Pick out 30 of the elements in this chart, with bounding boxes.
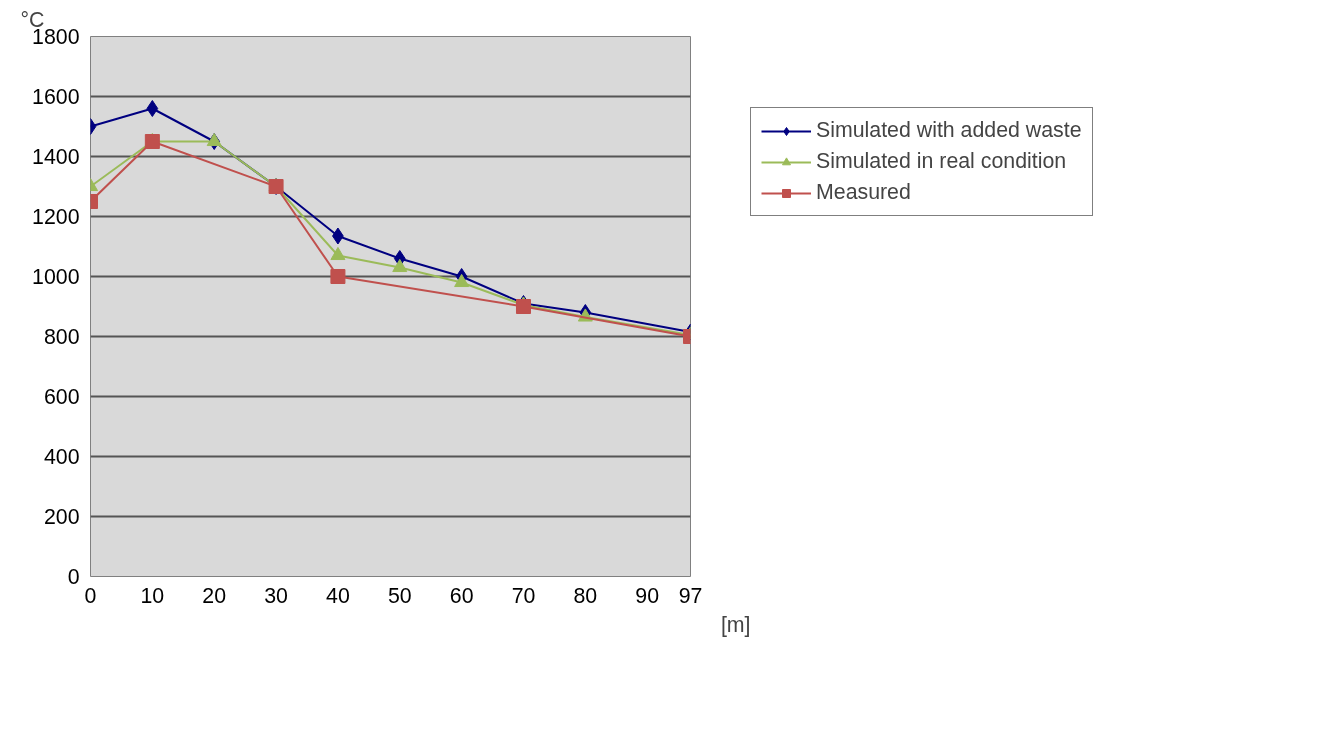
legend-label: Simulated in real condition	[816, 149, 1067, 174]
x-tick-label: 10	[140, 583, 165, 608]
point	[146, 100, 159, 117]
point	[330, 269, 346, 284]
point	[515, 299, 531, 314]
y-tick-label: 1000	[32, 265, 80, 289]
x-tick-label: 97	[678, 583, 703, 608]
y-tick-label: 200	[43, 505, 80, 529]
x-tick-label: 90	[635, 583, 660, 608]
x-tick-label: 20	[202, 583, 227, 608]
x-tick-label: 60	[449, 583, 474, 608]
point	[392, 258, 408, 273]
y-tick-label: 600	[43, 385, 80, 409]
y-tick-label: 400	[43, 445, 80, 469]
x-tick-label: 0	[84, 583, 97, 608]
x-tick-label: 70	[511, 583, 536, 608]
y-tick-label: 1400	[32, 145, 80, 169]
legend-label: Measured	[816, 180, 911, 205]
x-axis-title: [m]	[720, 612, 751, 637]
point	[454, 273, 470, 288]
y-tick-label: 1200	[32, 205, 80, 229]
point	[330, 246, 346, 261]
x-tick-label: 50	[387, 583, 412, 608]
x-tick-label: 80	[573, 583, 598, 608]
legend-label: Simulated with added waste	[816, 118, 1082, 143]
y-tick-label: 0	[67, 565, 80, 589]
x-tick-label: 40	[326, 583, 350, 608]
x-tick-label: 30	[264, 583, 289, 608]
y-tick-label: 1600	[32, 85, 80, 109]
y-tick-label: 800	[43, 325, 80, 349]
